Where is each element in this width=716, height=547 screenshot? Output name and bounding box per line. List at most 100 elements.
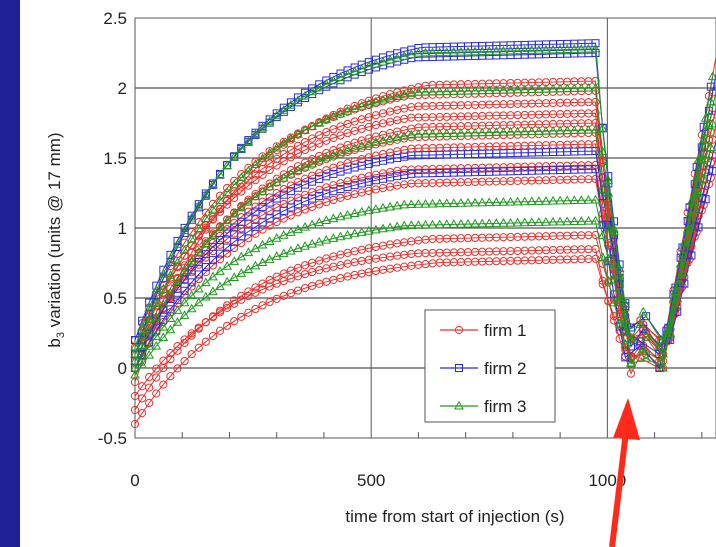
y-tick-label: 0.5 — [103, 289, 127, 308]
data-point — [314, 117, 325, 127]
data-point — [356, 206, 367, 216]
data-point — [286, 211, 295, 220]
data-point — [293, 208, 303, 217]
data-point — [201, 238, 211, 247]
series-firm-1 — [130, 104, 716, 429]
data-point — [193, 223, 204, 232]
data-point — [264, 254, 275, 263]
data-point — [194, 270, 203, 279]
data-point — [321, 152, 332, 162]
data-point — [541, 216, 551, 226]
data-point — [350, 117, 359, 126]
data-point — [548, 44, 558, 54]
data-point — [420, 219, 431, 229]
data-point — [243, 264, 254, 274]
data-point — [145, 373, 154, 382]
data-point — [328, 233, 339, 242]
data-point — [555, 44, 565, 54]
data-point — [322, 197, 331, 207]
data-point — [158, 332, 169, 342]
data-point — [194, 343, 203, 352]
data-point — [328, 213, 339, 223]
data-point — [264, 236, 275, 245]
data-point — [519, 196, 530, 206]
data-point — [448, 128, 459, 137]
data-point — [591, 147, 600, 155]
data-point — [222, 215, 232, 225]
y-axis-label: b3 variation (units @ 17 mm) — [45, 132, 67, 347]
data-point — [526, 45, 537, 54]
data-point — [271, 110, 282, 120]
data-point — [300, 90, 310, 100]
data-point — [222, 260, 232, 270]
data-point — [251, 207, 260, 216]
data-point — [208, 312, 218, 322]
data-point — [229, 256, 240, 265]
data-point — [179, 297, 190, 307]
data-point — [264, 181, 275, 191]
data-point — [151, 331, 162, 340]
data-point — [505, 45, 516, 55]
data-point — [314, 155, 325, 165]
data-point — [591, 109, 600, 118]
data-point — [271, 177, 282, 186]
data-point — [463, 127, 473, 137]
data-point — [258, 124, 267, 133]
data-point — [641, 331, 651, 341]
data-point — [604, 296, 613, 305]
data-point — [236, 172, 247, 182]
data-point — [152, 281, 161, 290]
data-point — [293, 167, 303, 176]
data-point — [293, 272, 303, 281]
y-tick-label: 2.5 — [103, 9, 127, 28]
data-point — [434, 219, 445, 229]
data-point — [399, 199, 410, 209]
data-point — [576, 83, 587, 92]
data-point — [583, 82, 594, 92]
data-point — [484, 218, 495, 228]
x-tick-label: 500 — [357, 471, 385, 490]
data-point — [591, 230, 600, 240]
data-point — [165, 324, 176, 334]
data-point — [477, 46, 488, 56]
y-axis-label-main: b — [45, 338, 64, 347]
data-point — [686, 196, 697, 205]
data-point — [590, 82, 601, 92]
data-point — [293, 224, 303, 234]
data-point — [215, 266, 225, 275]
data-point — [705, 142, 716, 151]
data-point — [186, 290, 197, 300]
data-point — [526, 217, 537, 227]
data-point — [392, 221, 403, 231]
data-point — [477, 85, 488, 95]
series-line — [134, 76, 714, 376]
data-point — [307, 219, 317, 229]
data-point — [151, 298, 162, 308]
data-point — [265, 282, 274, 291]
data-point — [441, 86, 452, 96]
data-point — [300, 261, 310, 270]
data-point — [656, 355, 667, 365]
data-point — [614, 318, 625, 328]
data-point — [187, 278, 196, 287]
series-line — [134, 108, 714, 425]
data-point — [590, 124, 601, 134]
data-point — [448, 86, 459, 95]
data-point — [152, 364, 161, 373]
data-point — [636, 316, 645, 325]
data-point — [307, 238, 317, 248]
data-point — [286, 170, 295, 179]
data-point — [427, 219, 438, 229]
data-point — [569, 44, 580, 53]
data-point — [591, 39, 600, 48]
data-point — [597, 230, 608, 240]
data-point — [315, 200, 324, 209]
data-point — [158, 283, 169, 293]
data-point — [363, 225, 374, 235]
data-point — [286, 245, 296, 255]
data-point — [144, 325, 155, 335]
data-point — [179, 310, 190, 319]
data-point — [626, 358, 636, 368]
data-point — [322, 148, 331, 158]
data-point — [534, 84, 544, 93]
